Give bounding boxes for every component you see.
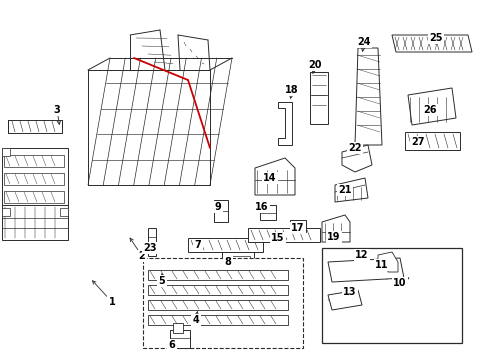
- Polygon shape: [254, 158, 294, 195]
- Bar: [2, 148, 10, 156]
- Polygon shape: [327, 290, 361, 310]
- Bar: [60, 208, 68, 216]
- Bar: [187, 238, 263, 252]
- Text: 8: 8: [224, 257, 231, 267]
- Bar: [247, 228, 319, 242]
- Polygon shape: [278, 102, 291, 145]
- Polygon shape: [377, 252, 397, 272]
- Text: 25: 25: [428, 33, 442, 43]
- Text: 9: 9: [214, 202, 221, 212]
- Bar: [2, 208, 10, 216]
- Polygon shape: [334, 178, 367, 202]
- Text: 7: 7: [194, 240, 201, 250]
- Text: 12: 12: [354, 250, 368, 260]
- Text: 14: 14: [263, 173, 276, 183]
- Text: 13: 13: [343, 287, 356, 297]
- Polygon shape: [321, 215, 349, 242]
- Text: 17: 17: [291, 223, 304, 233]
- Bar: [148, 270, 287, 280]
- Bar: [170, 330, 190, 348]
- Bar: [321, 248, 461, 343]
- Text: 1: 1: [108, 297, 115, 307]
- Bar: [2, 205, 68, 240]
- Bar: [4, 191, 64, 203]
- Bar: [148, 228, 156, 256]
- Text: 5: 5: [158, 276, 165, 286]
- Polygon shape: [327, 258, 403, 282]
- Text: 18: 18: [285, 85, 298, 95]
- Text: 26: 26: [423, 105, 436, 115]
- Bar: [214, 200, 227, 222]
- Text: 16: 16: [255, 202, 268, 212]
- Text: 11: 11: [374, 260, 388, 270]
- Text: 21: 21: [338, 185, 351, 195]
- Bar: [289, 220, 305, 232]
- Bar: [222, 252, 253, 274]
- Text: 2: 2: [138, 251, 145, 261]
- Bar: [404, 132, 459, 150]
- Text: 20: 20: [307, 60, 321, 70]
- Bar: [225, 256, 249, 270]
- Text: 22: 22: [347, 143, 361, 153]
- Bar: [309, 72, 327, 124]
- Text: 27: 27: [410, 137, 424, 147]
- Bar: [291, 222, 304, 230]
- Bar: [148, 285, 287, 295]
- Bar: [4, 173, 64, 185]
- Bar: [142, 258, 303, 348]
- Polygon shape: [8, 120, 62, 133]
- Text: 6: 6: [168, 340, 175, 350]
- Text: 19: 19: [326, 232, 340, 242]
- Text: 15: 15: [271, 233, 284, 243]
- Text: 3: 3: [54, 105, 60, 115]
- Text: 4: 4: [192, 315, 199, 325]
- Text: 24: 24: [357, 37, 370, 47]
- Text: 23: 23: [143, 243, 157, 253]
- Bar: [148, 300, 287, 310]
- Polygon shape: [354, 48, 381, 145]
- Polygon shape: [341, 145, 371, 172]
- Text: 10: 10: [392, 278, 406, 288]
- Polygon shape: [2, 148, 68, 215]
- Bar: [4, 155, 64, 167]
- Polygon shape: [391, 35, 471, 52]
- Bar: [173, 323, 183, 333]
- Bar: [260, 205, 275, 220]
- Bar: [148, 315, 287, 325]
- Polygon shape: [407, 88, 455, 125]
